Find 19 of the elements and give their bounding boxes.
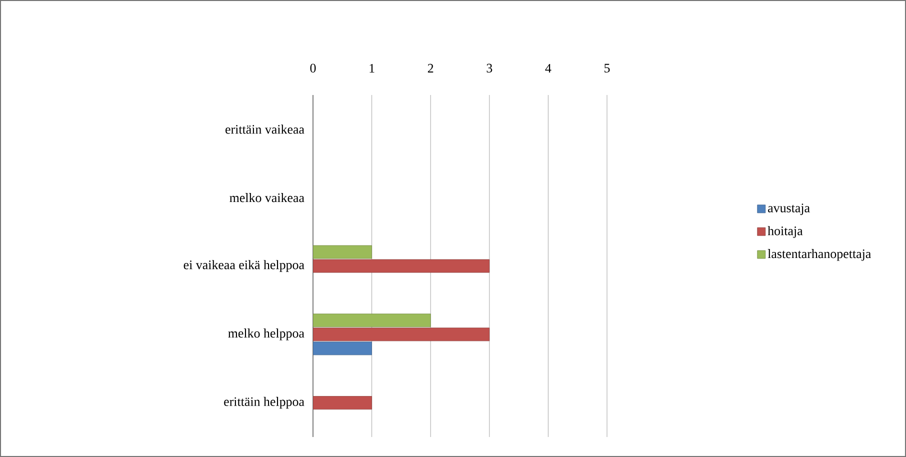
bar (313, 328, 490, 342)
x-tick-label: 0 (310, 64, 316, 72)
x-tick-label: 5 (604, 64, 610, 72)
y-tick-label: erittäin helppoa (224, 396, 304, 409)
bar (313, 314, 431, 328)
legend-label: hoitaja (768, 226, 803, 238)
x-tick-label: 4 (545, 64, 552, 72)
y-tick-label: ei vaikeaa eikä helppoa (184, 260, 304, 272)
y-tick-label: melko vaikeaa (230, 193, 304, 202)
x-tick-label: 1 (370, 64, 374, 72)
bar (313, 396, 372, 410)
bar (313, 245, 372, 259)
y-tick-label: melko helppoa (228, 328, 304, 340)
legend-label: avustaja (768, 204, 810, 215)
x-tick-label: 3 (486, 64, 492, 72)
bar (313, 259, 490, 273)
x-tick-label: 2 (428, 64, 434, 72)
legend-label: lastentarhanopettaja (768, 249, 871, 261)
y-tick-label: erittäin vaikeaa (226, 124, 304, 134)
